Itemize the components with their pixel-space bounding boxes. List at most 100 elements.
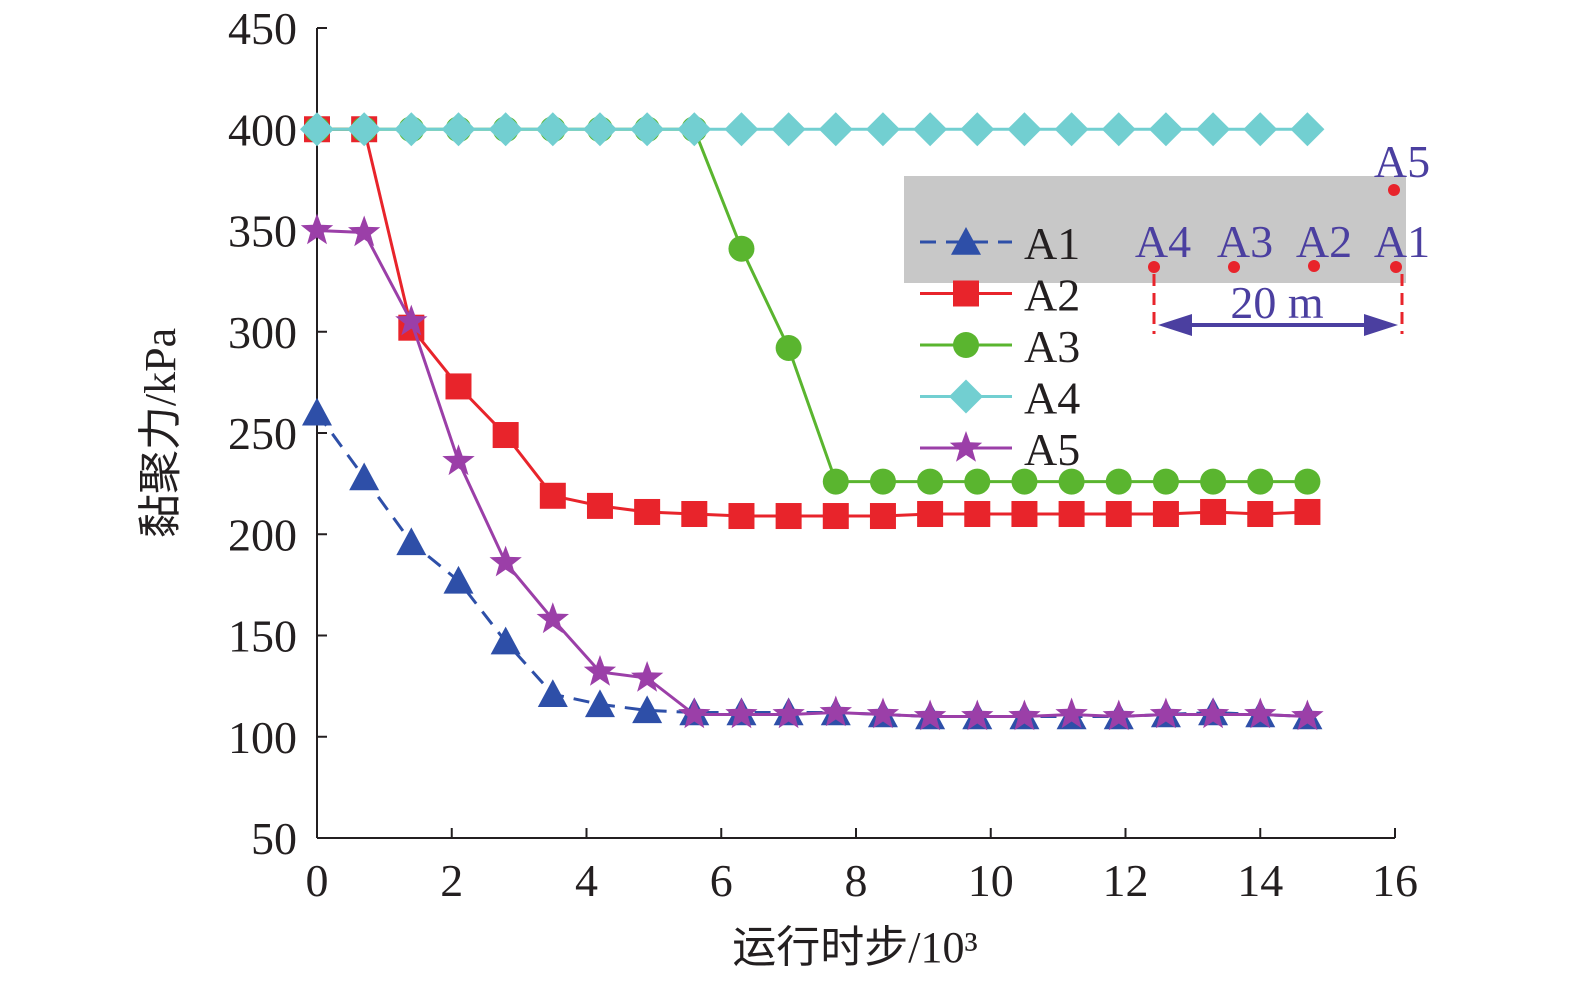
data-point-a4 <box>1196 112 1231 147</box>
legend-marker-a1 <box>951 227 981 255</box>
x-axis-title: 运行时步/10³ <box>732 923 977 972</box>
inset-point-dot <box>1308 260 1320 272</box>
data-point-a5 <box>725 697 758 729</box>
inset-point-label: A1 <box>1374 216 1430 267</box>
data-point-a3 <box>728 235 755 262</box>
y-tick-label: 250 <box>228 408 297 459</box>
data-point-a5 <box>1196 697 1230 729</box>
inset-point-label: A3 <box>1217 216 1273 267</box>
legend-marker-a5 <box>949 431 983 462</box>
x-tick-label: 2 <box>440 855 463 906</box>
x-tick-label: 8 <box>845 855 868 906</box>
data-point-a3 <box>1247 468 1274 495</box>
data-point-a5 <box>961 699 994 731</box>
data-point-a4 <box>1148 112 1183 147</box>
data-point-a3 <box>917 468 944 495</box>
data-point-a3 <box>1152 468 1179 495</box>
legend-marker-a2 <box>953 280 979 307</box>
legend-marker-a3 <box>953 332 979 358</box>
x-tick-label: 16 <box>1372 855 1418 906</box>
data-point-a2 <box>681 501 708 527</box>
data-point-a1 <box>537 679 568 707</box>
data-point-a3 <box>1105 468 1132 495</box>
data-point-a5 <box>913 699 947 731</box>
legend-label-a4: A4 <box>1024 373 1080 424</box>
data-point-a2 <box>1152 501 1179 527</box>
y-tick-label: 350 <box>228 206 297 257</box>
data-point-a1 <box>632 695 663 724</box>
data-point-a3 <box>869 468 896 495</box>
data-point-a4 <box>582 112 617 147</box>
data-point-a4 <box>960 112 995 147</box>
x-tick-label: 4 <box>575 855 598 906</box>
data-point-a2 <box>492 422 519 449</box>
ticks: 0 2 4 6 8 10 12 14 16 50 100 150 200 250 300 350 400 450 <box>228 3 1418 906</box>
data-point-a5 <box>1291 699 1324 731</box>
data-point-a2 <box>775 503 802 530</box>
data-point-a4 <box>1007 112 1042 147</box>
series-line-a2 <box>317 127 1308 518</box>
data-point-a5 <box>819 695 852 727</box>
inset-point-dot <box>1388 184 1400 196</box>
data-point-a4 <box>677 112 712 147</box>
data-point-a2 <box>1247 501 1274 527</box>
data-point-a1 <box>490 626 521 655</box>
data-point-a4 <box>300 112 334 147</box>
data-point-a3 <box>1011 468 1038 495</box>
data-point-a1 <box>349 462 380 491</box>
data-point-a3 <box>822 468 849 495</box>
data-point-a4 <box>1054 112 1089 147</box>
x-tick-label: 6 <box>710 855 733 906</box>
legend-item-a2: A2 <box>920 270 1080 321</box>
data-point-a1 <box>443 565 474 594</box>
data-point-a2 <box>1011 501 1038 527</box>
data-point-a2 <box>1294 498 1321 525</box>
data-point-a2 <box>1200 498 1227 525</box>
data-point-a5 <box>1055 697 1088 729</box>
y-tick-label: 100 <box>228 712 297 763</box>
y-tick-label: 200 <box>228 509 297 560</box>
data-point-a3 <box>1200 468 1227 495</box>
data-point-a4 <box>865 112 900 147</box>
legend-label-a2: A2 <box>1024 270 1080 321</box>
data-point-a3 <box>964 468 991 495</box>
data-point-a5 <box>583 655 617 686</box>
data-point-a5 <box>489 545 522 577</box>
series-a5 <box>300 213 1324 731</box>
series-a3 <box>304 116 1321 495</box>
data-point-a2 <box>917 501 944 527</box>
y-tick-label: 450 <box>228 3 297 54</box>
data-point-a5 <box>1102 699 1135 731</box>
legend-label-a1: A1 <box>1024 218 1080 269</box>
data-point-a5 <box>631 661 664 692</box>
data-point-a5 <box>348 215 381 247</box>
data-point-a5 <box>866 697 900 729</box>
inset-point-dot <box>1228 261 1240 273</box>
data-point-a5 <box>1244 697 1277 729</box>
data-point-a2 <box>1058 501 1085 527</box>
inset-diagram: A4 A3 A2 A1 A5 20 m <box>1135 136 1430 336</box>
data-point-a2 <box>586 492 613 519</box>
data-point-a2 <box>869 503 896 530</box>
inset-point-label: A5 <box>1374 136 1430 187</box>
x-tick-label: 14 <box>1237 855 1283 906</box>
data-point-a5 <box>395 304 428 336</box>
inset-point-dot <box>1148 261 1160 273</box>
y-tick-label: 300 <box>228 307 297 358</box>
legend-label-a5: A5 <box>1024 424 1080 475</box>
inset-point-label: A2 <box>1296 216 1352 267</box>
data-point-a5 <box>442 444 475 476</box>
series-line-a5 <box>316 229 1308 719</box>
inset-arrowhead-left <box>1158 314 1192 336</box>
data-point-a4 <box>913 112 948 147</box>
y-tick-label: 150 <box>228 611 297 662</box>
data-point-a5 <box>536 602 569 634</box>
data-point-a4 <box>1243 112 1278 147</box>
y-tick-label: 50 <box>251 813 297 864</box>
series-a2 <box>304 116 1321 530</box>
legend-item-a1: A1 <box>920 218 1080 269</box>
legend-marker-a4 <box>949 379 983 414</box>
series-a4 <box>300 112 1325 147</box>
data-point-a4 <box>1290 112 1325 147</box>
